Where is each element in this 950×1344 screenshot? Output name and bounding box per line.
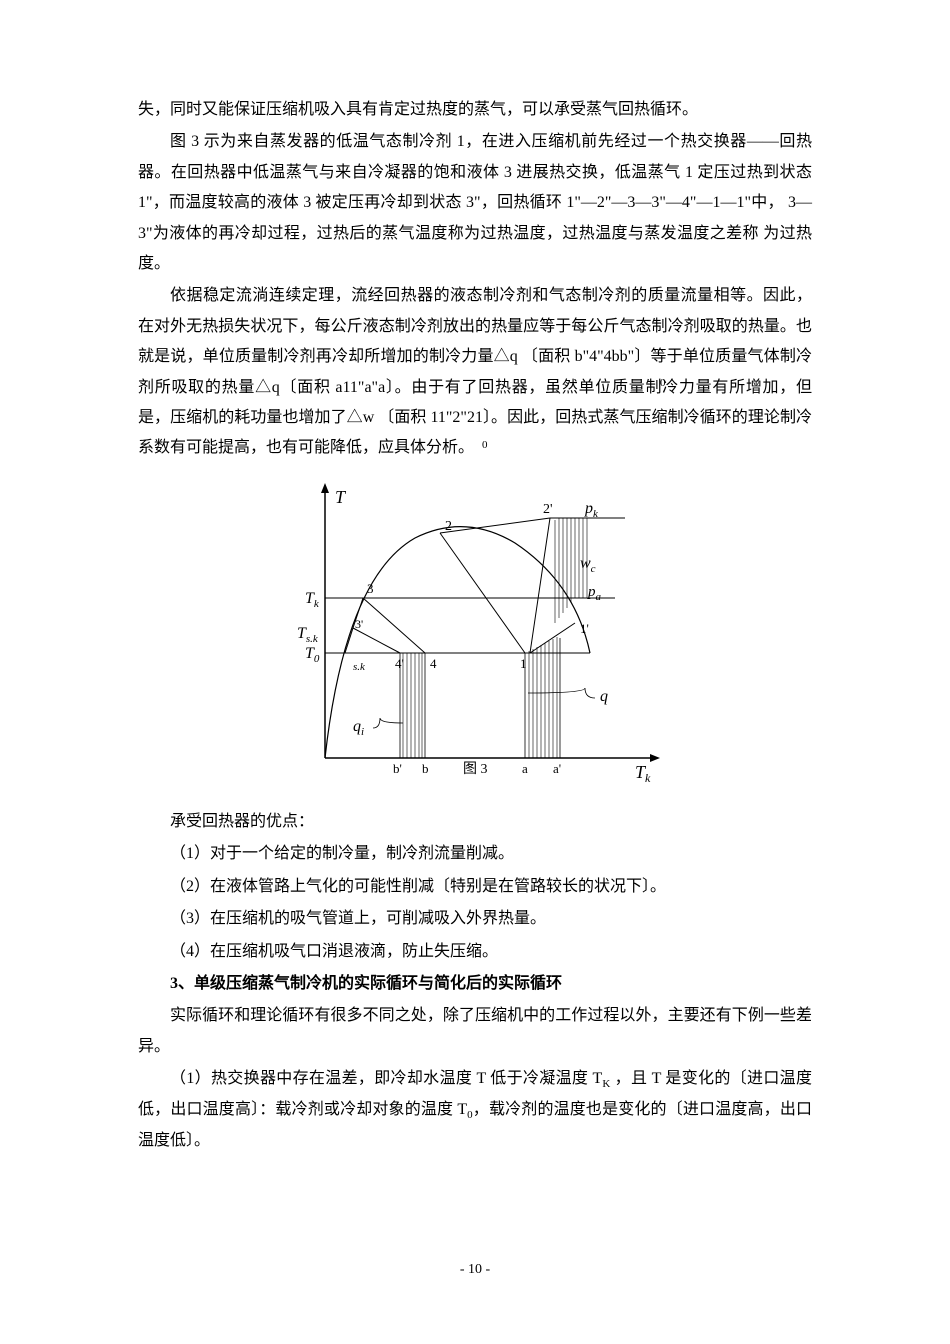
svg-text:s.k: s.k xyxy=(353,661,366,673)
p3-text: 依据稳定流淌连续定理，流经回热器的液态制冷剂和气态制冷剂的质量流量相等。因此， … xyxy=(138,287,812,456)
list-item-1: （1）对于一个给定的制冷量，制冷剂流量削减。 xyxy=(138,839,812,869)
paragraph-2: 图 3 示为来自蒸发器的低温气态制冷剂 1，在进入压缩机前先经过一个热交换器——… xyxy=(138,127,812,279)
svg-text:4': 4' xyxy=(395,656,404,671)
svg-text:qi: qi xyxy=(353,718,364,738)
list-item-3: （3）在压缩机的吸气管道上，可削减吸入外界热量。 xyxy=(138,904,812,934)
svg-text:b: b xyxy=(422,761,429,776)
list-item-2: （2）在液体管路上气化的可能性削减〔特别是在管路较长的状况下〕。 xyxy=(138,872,812,902)
svg-text:pa: pa xyxy=(587,584,602,603)
paragraph-3: 依据稳定流淌连续定理，流经回热器的液态制冷剂和气态制冷剂的质量流量相等。因此， … xyxy=(138,281,812,463)
svg-text:Ts.k: Ts.k xyxy=(297,625,319,645)
svg-text:T0: T0 xyxy=(305,645,320,665)
label-T: T xyxy=(335,487,347,507)
figure-3: T Tk 2 2' pk wc Tk 3 pa Ts.k 3' T0 4' 4 … xyxy=(138,478,812,799)
svg-text:wc: wc xyxy=(580,555,596,575)
svg-text:1': 1' xyxy=(580,621,589,636)
svg-text:a: a xyxy=(522,761,528,776)
paragraph-6: （1）热交换器中存在温差，即冷却水温度 T 低于冷凝温度 TK ，且 T 是变化… xyxy=(138,1064,812,1157)
svg-text:3: 3 xyxy=(367,581,374,596)
svg-text:2: 2 xyxy=(445,519,452,534)
page-number: - 10 - xyxy=(0,1257,950,1284)
svg-text:q: q xyxy=(600,688,608,705)
list-item-4: （4）在压缩机吸气口消退液滴，防止失压缩。 xyxy=(138,937,812,967)
sub-0-2: 0 xyxy=(450,435,488,456)
sub-0-1: 0 xyxy=(628,373,666,394)
svg-text:Tk: Tk xyxy=(305,590,320,610)
paragraph-4: 承受回热器的优点： xyxy=(138,807,812,837)
ts-diagram: T Tk 2 2' pk wc Tk 3 pa Ts.k 3' T0 4' 4 … xyxy=(285,478,665,788)
heading-3: 3、单级压缩蒸气制冷机的实际循环与简化后的实际循环 xyxy=(138,969,812,999)
svg-text:2': 2' xyxy=(543,502,553,517)
paragraph-5: 实际循环和理论循环有很多不同之处，除了压缩机中的工作过程以外，主要还有下例一些差… xyxy=(138,1001,812,1062)
svg-text:1: 1 xyxy=(520,656,527,671)
svg-text:图 3: 图 3 xyxy=(463,762,488,777)
svg-text:a': a' xyxy=(553,761,561,776)
svg-text:b': b' xyxy=(393,761,402,776)
svg-text:4: 4 xyxy=(430,656,437,671)
svg-text:Tk: Tk xyxy=(635,762,651,785)
p6-part1: （1）热交换器中存在温差，即冷却水温度 T 低于冷凝温度 T xyxy=(170,1070,602,1087)
svg-text:pk: pk xyxy=(584,500,599,520)
paragraph-1: 失，同时又能保证压缩机吸入具有肯定过热度的蒸气，可以承受蒸气回热循环。 xyxy=(138,95,812,125)
